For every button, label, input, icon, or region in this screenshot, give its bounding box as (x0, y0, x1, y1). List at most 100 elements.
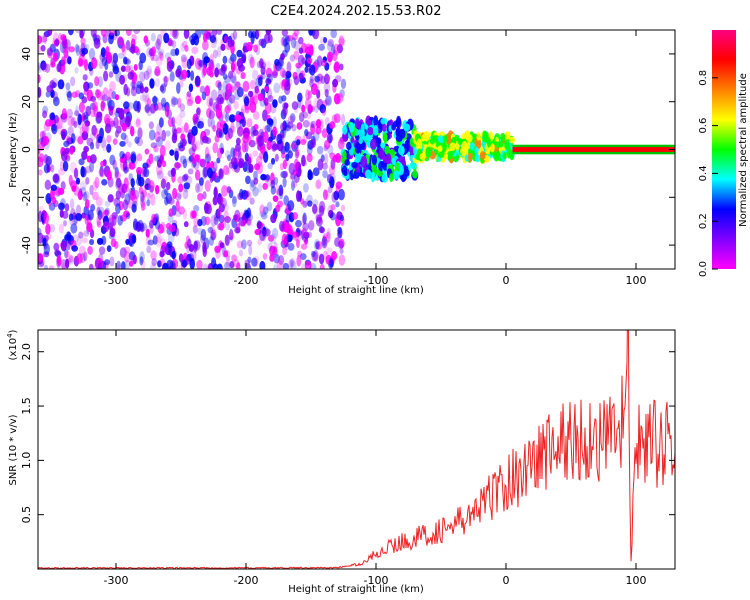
spectrogram-cell (202, 39, 209, 51)
spectrogram-cell (206, 151, 212, 163)
spectrogram-cell (82, 191, 88, 202)
spectrogram-cell (172, 250, 177, 258)
spectrogram-cell (183, 173, 189, 181)
spectrogram-cell (382, 123, 387, 132)
spectrogram-cell (265, 78, 272, 85)
spectrogram-cell (100, 100, 105, 112)
spectrogram-cell (145, 228, 150, 238)
spectrogram-cell (115, 190, 121, 200)
spectrogram-cell (151, 46, 156, 57)
spectrogram-cell (300, 139, 307, 146)
spectrogram-cell (89, 68, 94, 76)
spectrogram-cell (42, 32, 48, 44)
spectrogram-cell (243, 96, 250, 107)
spectrogram-cell (133, 157, 138, 165)
spectrogram-cell (125, 30, 132, 37)
snr-exponent-label: (x104) (6, 329, 19, 360)
spectrogram-x-ticks: -300 -200 -100 0 100 (104, 30, 647, 287)
spectrogram-cell (248, 244, 253, 256)
spectrogram-cell (172, 30, 179, 40)
spectrogram-cell (193, 217, 199, 228)
spectrogram-cell (247, 256, 252, 264)
spectrogram-cell (293, 50, 300, 60)
spectrogram-cell (140, 191, 145, 203)
spectrogram-cell (469, 141, 475, 151)
spectrogram-cell (337, 138, 345, 150)
spectrogram-cell (304, 46, 312, 55)
spectrogram-cell (112, 138, 118, 145)
spectrogram-cell (76, 236, 82, 247)
spectrogram-cell (160, 97, 167, 108)
spectrogram-cell (342, 150, 347, 160)
spectrogram-cell (212, 124, 217, 132)
spectrogram-cell (174, 210, 182, 218)
spectrogram-cell (61, 130, 66, 141)
spectrogram-cell (282, 105, 288, 117)
spectrogram-cell (98, 168, 106, 178)
spectrogram-cell (79, 180, 87, 191)
spectrogram-cell (179, 79, 184, 88)
spectrogram-cell (272, 227, 279, 239)
spectrogram-cell (266, 201, 273, 212)
spectrogram-cell (161, 129, 167, 142)
spectrogram-cell (304, 66, 309, 73)
spectrogram-cell (89, 154, 97, 164)
spectrogram-cell (84, 120, 91, 127)
spectrogram-cell (229, 235, 234, 242)
spectrogram-cell (40, 60, 47, 71)
spectrogram-cell (382, 132, 388, 142)
spectrogram-cell (209, 53, 215, 65)
spectrogram-cell (403, 168, 410, 177)
spectrogram-cell (194, 154, 200, 162)
spectrogram-cell (216, 157, 221, 164)
spectrogram-cell (193, 205, 200, 212)
spectrogram-cell (167, 212, 174, 224)
spectrogram-cell (74, 43, 80, 53)
spectrogram-cell (180, 54, 187, 63)
spectrogram-cell (132, 254, 137, 265)
spectrogram-cell (244, 189, 252, 201)
spectrogram-cell (157, 260, 162, 268)
spectrogram-cell (304, 97, 312, 110)
spectrogram-cell (48, 113, 54, 122)
spectrogram-cell (247, 216, 252, 227)
spectrogram-cell (367, 126, 374, 136)
spectrogram-cell (246, 165, 251, 174)
spectrogram-cell (54, 172, 61, 185)
spectrogram-cell (212, 49, 219, 59)
spectrogram-cell (283, 80, 291, 91)
spectrogram-cell (448, 150, 454, 159)
spectrogram-cell (106, 245, 112, 252)
spectrogram-cell (259, 58, 264, 69)
spectrogram-cell (140, 222, 145, 233)
spectrogram-cell (248, 163, 254, 174)
spectrogram-cell (308, 105, 314, 113)
spectrogram-cell (156, 233, 162, 244)
spectrogram-cell (330, 30, 338, 39)
spectrogram-cell (153, 145, 159, 153)
spectrogram-cell (339, 89, 345, 98)
spectrogram-cell (38, 73, 41, 84)
spectrogram-cell (300, 243, 308, 250)
spectrogram-cell (252, 111, 260, 120)
spectrogram-cell (157, 48, 165, 56)
spectrogram-cell (326, 74, 331, 83)
spectrogram-cell (139, 71, 146, 83)
spectrogram-cell (262, 182, 268, 190)
spectrogram-cell (38, 44, 42, 54)
spectrogram-cell (338, 37, 346, 46)
spectrogram-cell (122, 56, 128, 65)
spectrogram-cell (212, 161, 218, 172)
spectrogram-cell (64, 203, 70, 212)
spectrogram-cell (204, 180, 211, 192)
spectrogram-cell (307, 231, 313, 239)
spectrogram-cell (92, 180, 98, 191)
spectrogram-cell (60, 181, 66, 191)
spectrogram-cell (278, 255, 285, 266)
spectrogram-cell (159, 53, 164, 61)
spectrogram-cell (313, 97, 320, 108)
spectrogram-cell (178, 206, 186, 215)
spectrogram-cell (166, 109, 172, 119)
spectrogram-cell (107, 194, 114, 203)
spectrogram-cell (206, 263, 213, 269)
